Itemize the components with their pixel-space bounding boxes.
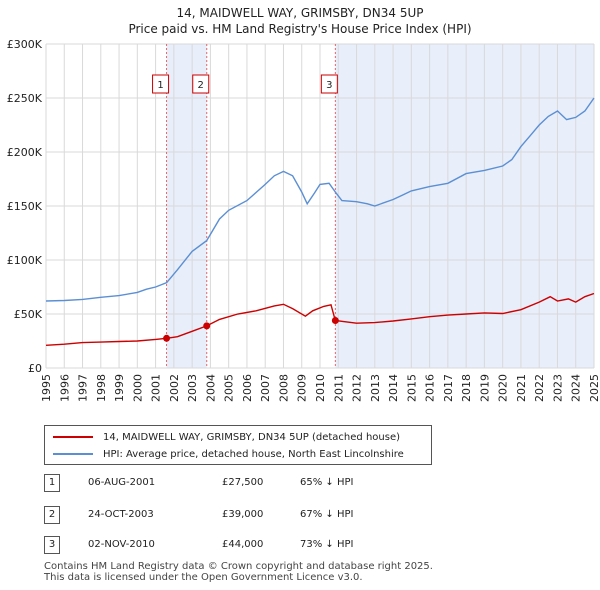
y-tick-label: £100K [7, 254, 43, 267]
transaction-number: 2 [44, 506, 60, 524]
sale-point [203, 322, 211, 330]
transaction-price: £44,000 [222, 539, 264, 550]
x-tick-label: 2008 [277, 374, 290, 402]
x-tick-label: 2000 [131, 374, 144, 402]
transaction-date: 24-OCT-2003 [88, 509, 154, 520]
x-tick-label: 2006 [241, 374, 254, 402]
sale-label-box [192, 74, 210, 94]
x-tick-label: 2009 [296, 374, 309, 402]
x-tick-label: 2003 [186, 374, 199, 402]
transaction-hpi: 73% ↓ HPI [300, 539, 354, 550]
x-tick-label: 2010 [314, 374, 327, 402]
sale-label-box [320, 74, 338, 94]
y-tick-label: £250K [7, 92, 43, 105]
price-chart: £0 £50K £100K £150K £200K £250K £300K 1995 1996 1… [7, 38, 600, 402]
y-tick-label: £0 [28, 362, 42, 375]
price-paid-line [45, 292, 595, 346]
x-tick-label: 2017 [442, 374, 455, 402]
x-tick-label: 1996 [58, 374, 71, 402]
transaction-number: 3 [44, 536, 60, 554]
chart-legend: 14, MAIDWELL WAY, GRIMSBY, DN34 5UP (det… [44, 425, 432, 465]
transaction-price: £39,000 [222, 509, 264, 520]
x-tick-label: 2001 [150, 374, 163, 402]
x-tick-label: 2011 [332, 374, 345, 402]
footer-copyright: Contains HM Land Registry data © Crown c… [44, 561, 433, 572]
x-tick-label: 2004 [204, 374, 217, 402]
hpi-line [45, 97, 595, 302]
y-tick-label: £200K [7, 146, 43, 159]
x-tick-label: 1995 [40, 374, 53, 402]
legend-item-property: 14, MAIDWELL WAY, GRIMSBY, DN34 5UP (det… [53, 429, 400, 445]
chart-subtitle: Price paid vs. HM Land Registry's House … [128, 22, 472, 36]
legend-label-property: 14, MAIDWELL WAY, GRIMSBY, DN34 5UP (det… [103, 431, 400, 443]
transaction-row: 2 24-OCT-2003 £39,000 67% ↓ HPI [44, 506, 464, 526]
x-tick-label: 2012 [351, 374, 364, 402]
sale-label: 1 [157, 80, 163, 91]
legend-item-hpi: HPI: Average price, detached house, Nort… [53, 446, 404, 462]
sale-label-box [152, 74, 170, 94]
transaction-price: £27,500 [222, 477, 264, 488]
x-tick-label: 2022 [533, 374, 546, 402]
transaction-date: 02-NOV-2010 [88, 539, 155, 550]
x-tick-label: 1997 [77, 374, 90, 402]
x-tick-label: 2024 [570, 374, 583, 402]
x-tick-label: 2019 [478, 374, 491, 402]
x-tick-label: 2002 [168, 374, 181, 402]
sale-label: 2 [198, 80, 204, 91]
x-tick-label: 2013 [369, 374, 382, 402]
legend-swatch-hpi [53, 453, 93, 455]
transaction-row: 3 02-NOV-2010 £44,000 73% ↓ HPI [44, 536, 464, 556]
footer-licence: This data is licensed under the Open Gov… [44, 572, 363, 583]
sale-point [163, 334, 171, 342]
x-tick-label: 1998 [95, 374, 108, 402]
sale-point [331, 316, 339, 324]
x-tick-label: 2005 [223, 374, 236, 402]
y-tick-label: £150K [7, 200, 43, 213]
legend-swatch-property [53, 436, 93, 438]
x-tick-label: 2015 [405, 374, 418, 402]
x-tick-label: 2007 [259, 374, 272, 402]
chart-title: 14, MAIDWELL WAY, GRIMSBY, DN34 5UP [176, 6, 424, 20]
x-tick-label: 2025 [588, 374, 600, 402]
x-tick-label: 1999 [113, 374, 126, 402]
x-tick-label: 2021 [515, 374, 528, 402]
transaction-hpi: 67% ↓ HPI [300, 509, 354, 520]
x-tick-label: 2016 [424, 374, 437, 402]
y-tick-label: £50K [14, 308, 43, 321]
x-tick-label: 2023 [551, 374, 564, 402]
sale-label: 3 [326, 80, 332, 91]
transaction-number: 1 [44, 474, 60, 492]
transaction-date: 06-AUG-2001 [88, 477, 156, 488]
x-tick-label: 2014 [387, 374, 400, 402]
transaction-row: 1 06-AUG-2001 £27,500 65% ↓ HPI [44, 474, 464, 494]
x-tick-label: 2020 [497, 374, 510, 402]
transaction-hpi: 65% ↓ HPI [300, 477, 354, 488]
legend-label-hpi: HPI: Average price, detached house, Nort… [103, 448, 404, 460]
x-tick-label: 2018 [460, 374, 473, 402]
y-tick-label: £300K [7, 38, 43, 51]
